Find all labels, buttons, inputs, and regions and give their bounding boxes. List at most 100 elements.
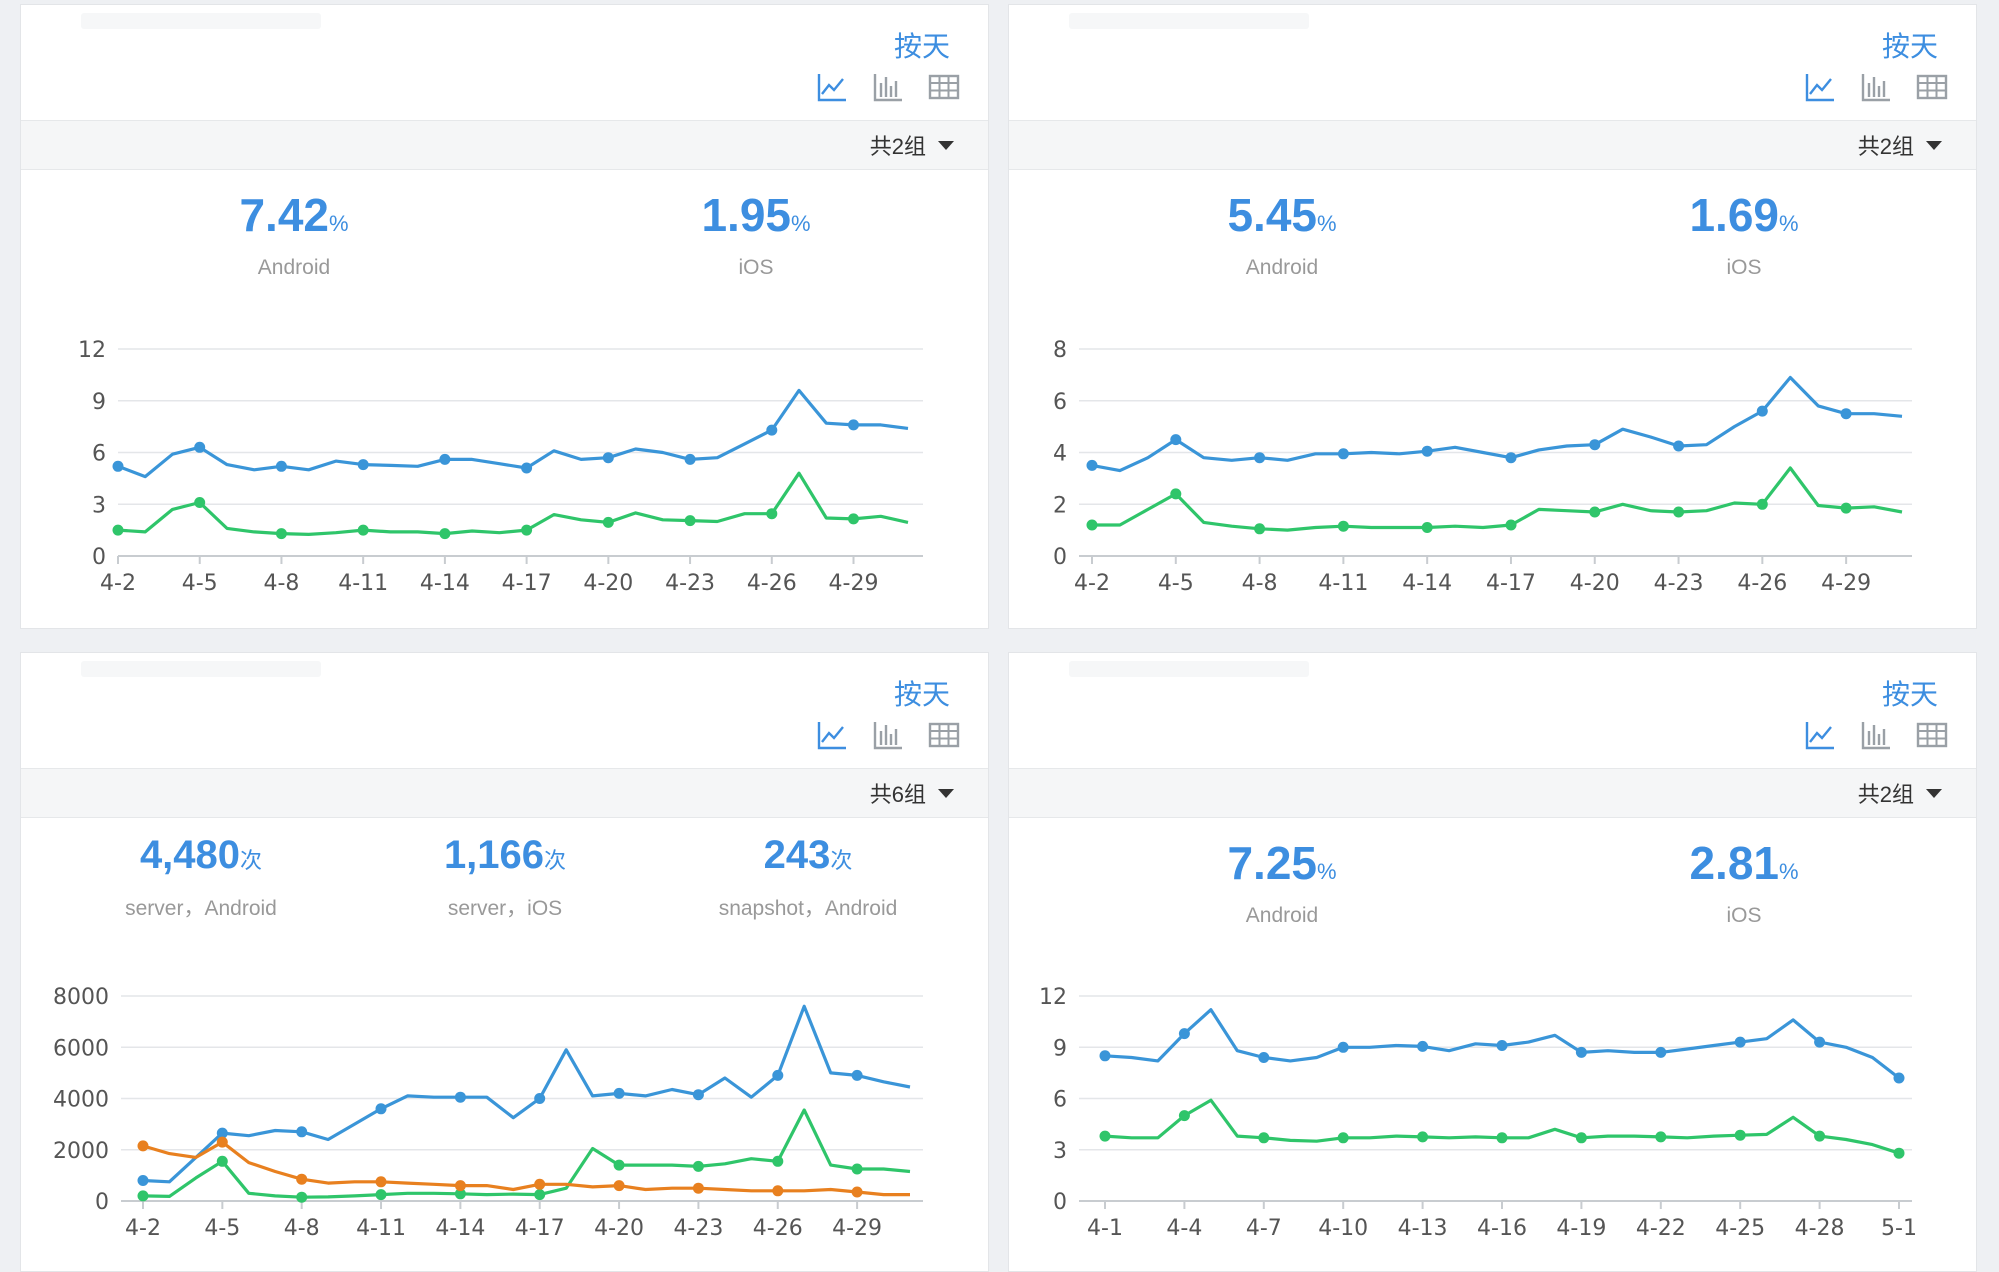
x-tick-label: 4-13: [1398, 1216, 1448, 1241]
kpi-label: server，iOS: [447, 897, 563, 920]
data-point: [772, 1155, 784, 1167]
x-tick-label: 4-29: [1821, 571, 1871, 596]
data-point: [521, 524, 533, 536]
kpi-unit: %: [1778, 859, 1799, 884]
line-chart: 0 3 6 9 12 4-1 4-4 4-7 4-10 4-13 4-16 4-19 4-22 4-25 4…: [1039, 985, 1917, 1241]
data-point: [1170, 488, 1182, 500]
y-tick-label: 9: [92, 390, 106, 415]
data-point: [1421, 445, 1433, 457]
data-point: [684, 453, 696, 465]
data-point: [194, 497, 206, 508]
kpi-label: Android: [1245, 256, 1319, 279]
group-dropdown[interactable]: 共2组: [1858, 121, 1942, 169]
y-tick-label: 6: [1053, 390, 1067, 415]
data-point: [357, 524, 369, 536]
data-point: [137, 1140, 149, 1152]
x-tick-label: 4-23: [665, 571, 715, 596]
group-dropdown[interactable]: 共2组: [1858, 769, 1942, 817]
chart-type-switcher: [1804, 719, 1948, 751]
panel-title-placeholder: [81, 13, 321, 29]
data-point: [692, 1182, 704, 1194]
panel-title-placeholder: [1069, 13, 1309, 29]
kpi-unit: %: [1316, 211, 1337, 236]
data-point: [1575, 1132, 1587, 1144]
kpi-label: Android: [257, 256, 331, 279]
y-tick-label: 0: [92, 545, 106, 570]
line-chart: 0 2 4 6 8 4-2 4-5 4-8 4-11 4-14 4-17 4-20 4-23 4-26 4-…: [1053, 338, 1912, 596]
line-chart-icon[interactable]: [816, 71, 848, 103]
granularity-day-link[interactable]: 按天: [1881, 31, 1938, 62]
y-tick-label: 2000: [53, 1139, 109, 1164]
data-point: [1417, 1040, 1429, 1052]
line-chart-icon[interactable]: [816, 719, 848, 751]
table-icon[interactable]: [928, 71, 960, 103]
x-tick-label: 4-20: [594, 1216, 644, 1241]
x-tick-label: 4-5: [1158, 571, 1194, 596]
data-point: [692, 1089, 704, 1101]
table-icon[interactable]: [928, 719, 960, 751]
x-tick-label: 4-19: [1556, 1216, 1606, 1241]
data-point: [534, 1093, 546, 1104]
series-line: [1092, 466, 1903, 532]
group-dropdown[interactable]: 共6组: [870, 769, 954, 817]
x-tick-label: 4-2: [100, 571, 136, 596]
bar-chart-icon[interactable]: [1860, 719, 1892, 751]
data-point: [357, 459, 369, 471]
data-point: [602, 452, 614, 464]
data-point: [216, 1127, 228, 1139]
group-bar: 共2组: [21, 120, 988, 170]
y-tick-label: 8000: [53, 985, 109, 1010]
table-icon[interactable]: [1916, 71, 1948, 103]
x-tick-label: 4-23: [673, 1216, 723, 1241]
chart-type-switcher: [816, 71, 960, 103]
data-point: [1840, 408, 1852, 420]
data-point: [772, 1069, 784, 1081]
y-tick-label: 4: [1053, 442, 1067, 467]
line-chart-icon[interactable]: [1804, 719, 1836, 751]
chart-panel: 按天 共2组 7.42% Android 1.95% iOS 0 3 6 9 12 4-2…: [20, 4, 989, 629]
x-tick-label: 4-28: [1795, 1216, 1845, 1241]
y-tick-label: 12: [1039, 985, 1067, 1010]
y-tick-label: 3: [92, 493, 106, 518]
chart-type-switcher: [1804, 71, 1948, 103]
granularity-day-link[interactable]: 按天: [1881, 679, 1938, 710]
series-line: [117, 388, 909, 479]
x-tick-label: 4-17: [1486, 571, 1536, 596]
bar-chart-icon[interactable]: [1860, 71, 1892, 103]
data-point: [112, 460, 124, 472]
data-point: [1496, 1040, 1508, 1051]
data-point: [1496, 1132, 1508, 1144]
kpi-ios: 2.81% iOS: [1594, 836, 1894, 928]
line-chart-icon[interactable]: [1804, 71, 1836, 103]
data-point: [1734, 1036, 1746, 1048]
x-tick-label: 4-7: [1246, 1216, 1282, 1241]
group-dropdown[interactable]: 共2组: [870, 121, 954, 169]
x-tick-label: 4-14: [435, 1216, 485, 1241]
granularity-day-link[interactable]: 按天: [893, 679, 950, 710]
bar-chart-icon[interactable]: [872, 719, 904, 751]
data-point: [1814, 1036, 1826, 1048]
x-tick-label: 4-10: [1318, 1216, 1368, 1241]
kpi-unit: %: [1778, 211, 1799, 236]
x-tick-label: 4-5: [204, 1216, 240, 1241]
data-point: [1258, 1052, 1270, 1063]
x-tick-label: 4-14: [1402, 571, 1452, 596]
table-icon[interactable]: [1916, 719, 1948, 751]
kpi-label: iOS: [1726, 904, 1762, 927]
bar-chart-icon[interactable]: [872, 71, 904, 103]
data-point: [439, 453, 451, 465]
data-point: [766, 508, 778, 520]
series-line: [142, 1004, 911, 1184]
kpi-value: 7.25: [1227, 837, 1317, 889]
data-point: [1505, 519, 1517, 531]
data-point: [1505, 452, 1517, 464]
data-point: [296, 1191, 308, 1203]
granularity-day-link[interactable]: 按天: [893, 31, 950, 62]
data-point: [848, 513, 859, 525]
kpi-snapshot-android: 243次 snapshot，Android: [658, 833, 958, 922]
group-count-label: 共2组: [1857, 134, 1914, 159]
data-point: [296, 1126, 308, 1138]
data-point: [1170, 434, 1182, 446]
data-point: [375, 1176, 387, 1188]
kpi-unit: %: [328, 211, 349, 236]
